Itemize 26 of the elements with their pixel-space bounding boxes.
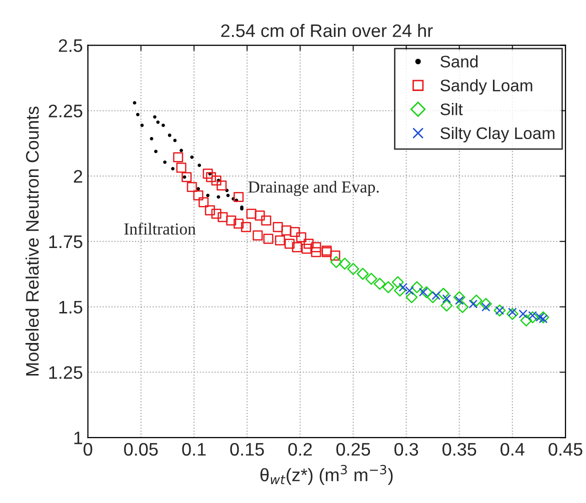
x-tick-label: 0.2 <box>288 442 312 456</box>
x-tick-label: 0.1 <box>182 442 206 456</box>
x-tick-label: 0.3 <box>394 442 418 456</box>
legend-label: Sand <box>440 55 478 68</box>
x-tick-label: 0 <box>84 442 92 456</box>
y-tick-label: 2.25 <box>48 104 82 118</box>
annotation: Infiltration <box>124 222 196 235</box>
x-axis-title: θ$_{wt}$(z*) (m$^{3}$ m$^{−3}$) <box>260 464 393 485</box>
annotation: Drainage and Evap. <box>248 180 379 196</box>
y-axis-title: Modeled Relative Neutron Counts <box>26 106 39 376</box>
chart-title: 2.54 cm of Rain over 24 hr <box>221 24 433 38</box>
x-tick-label: 0.4 <box>500 442 524 456</box>
x-tick-label: 0.25 <box>336 442 370 456</box>
y-tick-label: 1 <box>74 432 82 444</box>
legend-label: Sandy Loam <box>440 79 532 95</box>
y-tick-label: 2.5 <box>58 39 82 52</box>
y-tick-label: 1.75 <box>49 236 82 248</box>
y-tick-label: 2 <box>74 170 82 183</box>
legend-label: Silty Clay Loam <box>440 126 554 142</box>
x-tick-label: 0.15 <box>230 442 264 456</box>
x-tick-label: 0.35 <box>442 442 476 456</box>
y-tick-label: 1.25 <box>49 366 82 379</box>
x-tick-label: 0.05 <box>124 442 158 456</box>
x-tick-label: 0.45 <box>548 442 582 456</box>
legend-label: Silt <box>440 103 463 116</box>
y-tick-label: 1.5 <box>59 300 82 314</box>
